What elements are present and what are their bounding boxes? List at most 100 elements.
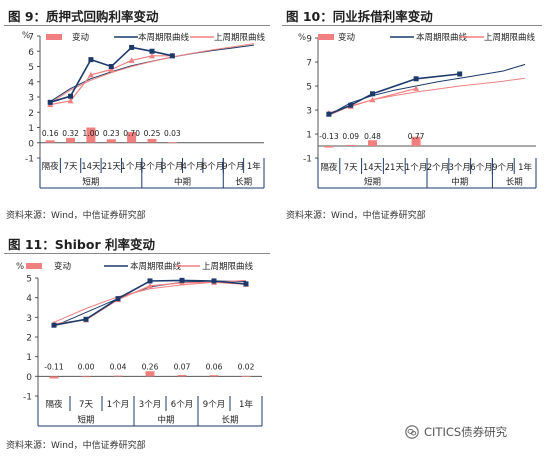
legend-swatch-change: [26, 263, 42, 269]
legend-label-change: 变动: [54, 261, 72, 272]
category-label: 隔夜: [45, 399, 63, 410]
change-bar: [241, 375, 251, 377]
change-label: 1.00: [83, 129, 100, 138]
category-label: 4个月: [182, 162, 204, 172]
chart-9-source: 资料来源：Wind，中信证券研究部: [6, 211, 146, 221]
change-label: 0.02: [238, 362, 255, 371]
this-week-point: [115, 296, 121, 302]
this-week-point: [149, 48, 155, 54]
category-label: 14天: [81, 162, 101, 172]
category-label: 7天: [79, 400, 93, 410]
last-week-point: [87, 71, 94, 78]
change-label: 0.03: [164, 129, 181, 138]
change-bar: [81, 376, 91, 378]
category-label: 6个月: [171, 400, 193, 410]
legend-label-last-week: 上周期限曲线: [202, 261, 254, 272]
change-label: 0.23: [103, 129, 120, 138]
chart-11-title: 图 11：Shibor 利率变动: [8, 237, 155, 252]
category-label: 6个月: [202, 162, 224, 172]
change-label: 0.26: [142, 362, 159, 371]
category-label: 1个月: [120, 162, 142, 172]
y-unit-label: %: [298, 33, 306, 43]
legend-label-this-week: 本周期限曲线: [138, 32, 190, 43]
group-label: 长期: [235, 177, 252, 188]
this-week-point: [51, 322, 57, 328]
group-label: 中期: [174, 177, 191, 188]
watermark: CITICS债券研究: [405, 424, 507, 440]
wechat-icon: [405, 425, 419, 439]
change-label: 0.48: [364, 132, 381, 141]
y-tick-label: 3: [306, 107, 312, 117]
category-label: 7天: [64, 162, 78, 172]
category-label: 14天: [363, 163, 383, 173]
legend-label-change: 变动: [72, 32, 90, 43]
change-label: 0.32: [62, 129, 79, 138]
category-label: 隔夜: [320, 162, 338, 173]
change-label: 0.09: [342, 132, 359, 141]
change-label: 0.06: [206, 362, 223, 371]
this-week-point: [129, 44, 135, 50]
group-label: 短期: [77, 415, 94, 426]
chart-11-title-rule: [4, 253, 270, 254]
y-tick-label: -1: [23, 393, 32, 403]
change-bar: [49, 376, 59, 379]
last-week-point: [108, 66, 115, 73]
y-tick-label: 1: [28, 124, 34, 134]
this-week-point: [326, 111, 332, 117]
category-label: 隔夜: [42, 161, 60, 172]
change-bar: [411, 136, 421, 146]
chart-9-title: 图 9：质押式回购利率变动: [8, 9, 159, 24]
y-tick-label: 5: [28, 63, 34, 73]
change-bar: [113, 375, 123, 377]
legend-label-this-week: 本周期限曲线: [130, 261, 182, 272]
category-label: 9个月: [222, 162, 244, 172]
group-label: 长期: [506, 177, 523, 188]
this-week-point: [348, 102, 354, 108]
change-bar: [324, 146, 334, 148]
y-tick-label: 0: [26, 373, 32, 383]
chart-11-source: 资料来源：Wind，中信证券研究部: [6, 441, 146, 451]
change-label: 0.07: [174, 362, 191, 371]
category-label: 21天: [385, 163, 405, 173]
y-tick-label: -1: [303, 155, 312, 165]
group-label: 中期: [451, 177, 468, 188]
change-bar: [346, 144, 356, 146]
chart-10-title: 图 10：同业拆借利率变动: [286, 9, 433, 24]
last-week-point: [369, 96, 376, 103]
change-label: 0.04: [110, 362, 127, 371]
category-label: 1年: [239, 399, 253, 410]
chart-10-title-rule: [282, 25, 542, 26]
this-week-point: [413, 76, 419, 82]
change-bar: [368, 140, 377, 146]
group-label: 短期: [82, 177, 99, 188]
legend-swatch-change: [46, 34, 62, 40]
this-week-point: [147, 278, 153, 284]
this-week-trend-line: [328, 63, 526, 116]
this-week-point: [370, 91, 375, 97]
legend-label-change: 变动: [338, 32, 356, 43]
change-label: 0.25: [144, 129, 161, 138]
category-label: 1个月: [107, 400, 129, 410]
y-unit-label: %: [16, 262, 24, 272]
chart-10-source: 资料来源：Wind，中信证券研究部: [286, 211, 426, 221]
change-label: 0.70: [123, 129, 140, 138]
last-week-point: [67, 97, 74, 104]
change-bar: [45, 140, 55, 143]
change-bar: [127, 132, 137, 143]
category-label: 21天: [102, 162, 122, 172]
this-week-point: [108, 64, 114, 69]
category-label: 6个月: [470, 163, 492, 173]
chart-9-title-rule: [4, 25, 270, 26]
change-label: -0.13: [319, 132, 339, 141]
this-week-point: [179, 277, 185, 283]
this-week-point: [47, 99, 53, 105]
category-label: 1个月: [405, 163, 427, 173]
legend-label-last-week: 上周期限曲线: [214, 32, 266, 43]
y-tick-label: 2: [26, 334, 32, 344]
y-tick-label: 2: [28, 109, 34, 119]
this-week-point: [88, 57, 94, 63]
last-week-point: [413, 85, 420, 91]
category-label: 2个月: [141, 162, 163, 172]
